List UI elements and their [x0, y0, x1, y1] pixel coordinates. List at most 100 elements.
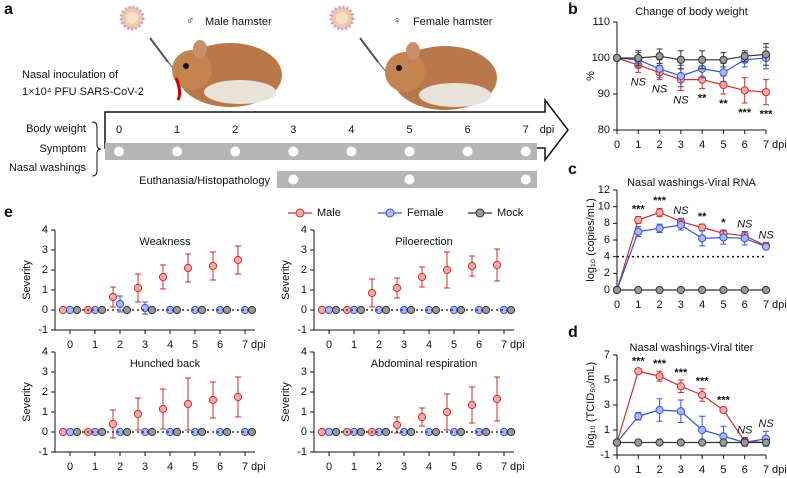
data-point: [634, 53, 643, 63]
significance-label: NS: [737, 424, 753, 436]
male-label: Male hamster: [205, 16, 272, 28]
y-tick-label: 1: [301, 284, 307, 296]
data-point: [147, 305, 157, 315]
data-point: [698, 223, 707, 232]
significance-label: **: [698, 93, 707, 105]
significance-label: **: [719, 98, 728, 110]
significance-label: ***: [738, 107, 752, 119]
data-point: [158, 404, 168, 414]
data-point: [222, 427, 232, 437]
panel-title: Abdominal respiration: [371, 358, 477, 370]
data-point: [197, 427, 207, 437]
panel-label: b: [568, 1, 578, 18]
data-point: [655, 285, 664, 295]
x-tick-label: 5: [192, 461, 198, 473]
data-point: [72, 305, 82, 315]
male-hamster: [172, 40, 282, 107]
data-point: [247, 427, 257, 437]
data-point: [761, 88, 771, 97]
data-point: [719, 438, 728, 447]
data-point: [634, 215, 643, 225]
data-point: [467, 400, 477, 410]
virus-icon: [119, 5, 145, 31]
y-tick-label: 90: [598, 88, 610, 100]
female-hamster: [385, 42, 497, 110]
y-tick-label: -1: [297, 324, 307, 336]
y-tick-label: -1: [38, 324, 48, 336]
timeline-day: 3: [290, 124, 296, 136]
x-tick-label: 6: [217, 339, 223, 351]
data-point: [676, 55, 685, 64]
row-label: Nasal washings: [9, 162, 87, 174]
data-point: [324, 305, 334, 315]
data-point: [222, 305, 232, 315]
significance-label: NS: [673, 94, 689, 106]
y-tick-label: 2: [301, 264, 307, 276]
female-label: Female hamster: [413, 16, 493, 28]
y-tick-label: 2: [42, 264, 48, 276]
data-point: [58, 427, 68, 437]
data-point: [147, 427, 157, 437]
x-tick-label: 2: [657, 299, 663, 311]
data-point: [406, 427, 416, 437]
sampling-dot: [288, 146, 299, 157]
data-point: [233, 392, 243, 402]
data-point: [481, 427, 491, 437]
data-point: [719, 233, 728, 242]
data-point: [612, 285, 622, 295]
data-point: [506, 305, 516, 315]
y-tick-label: 10: [598, 201, 610, 213]
inoculation-dose: 1×10⁴ PFU SARS-CoV-2: [22, 86, 144, 98]
y-tick-label: 3: [301, 366, 307, 378]
data-point: [72, 427, 82, 437]
data-point: [442, 265, 452, 275]
data-point: [356, 305, 366, 315]
x-tick-label: 3: [678, 464, 684, 476]
data-point: [356, 427, 366, 437]
row-brace: [91, 121, 102, 177]
data-point: [183, 263, 193, 273]
x-tick-label: 4: [699, 139, 705, 151]
x-tick-label: 1: [635, 139, 641, 151]
data-point: [233, 255, 243, 265]
x-tick-label: 1: [635, 299, 641, 311]
y-tick-label: 3: [42, 366, 48, 378]
sampling-dot: [520, 146, 531, 157]
x-tick-label: 0: [326, 461, 332, 473]
data-point: [698, 55, 707, 64]
sampling-bar: [105, 143, 537, 160]
x-tick-label: 2: [376, 339, 382, 351]
data-point: [719, 55, 728, 64]
data-point: [481, 305, 491, 315]
x-tick-label: 0: [614, 139, 620, 151]
x-tick-label: 0: [326, 339, 332, 351]
y-tick-label: 3: [604, 399, 610, 411]
panel-label: a: [4, 1, 13, 18]
x-axis-unit: dpi: [772, 299, 787, 311]
x-axis-unit: dpi: [251, 461, 266, 473]
data-point: [392, 283, 402, 293]
x-tick-label: 3: [401, 339, 407, 351]
y-tick-label: 0: [301, 426, 307, 438]
data-point: [122, 305, 132, 315]
data-point: [698, 285, 707, 295]
data-point: [456, 305, 466, 315]
x-tick-label: 6: [742, 464, 748, 476]
panel-label: e: [4, 204, 13, 221]
x-axis-unit: dpi: [251, 339, 266, 351]
x-tick-label: 7: [242, 461, 248, 473]
x-tick-label: 5: [451, 339, 457, 351]
x-tick-label: 1: [635, 464, 641, 476]
significance-label: ***: [717, 394, 731, 406]
data-point: [740, 86, 749, 95]
x-tick-label: 1: [92, 461, 98, 473]
x-tick-label: 7: [242, 339, 248, 351]
y-tick-label: 1: [42, 406, 48, 418]
data-point: [698, 425, 707, 435]
significance-label: NS: [758, 418, 774, 430]
male-symbol: ♂: [186, 15, 194, 27]
y-tick-label: 100: [592, 52, 610, 64]
x-tick-label: 3: [142, 461, 148, 473]
panel-label: c: [568, 161, 577, 178]
data-point: [655, 438, 664, 447]
